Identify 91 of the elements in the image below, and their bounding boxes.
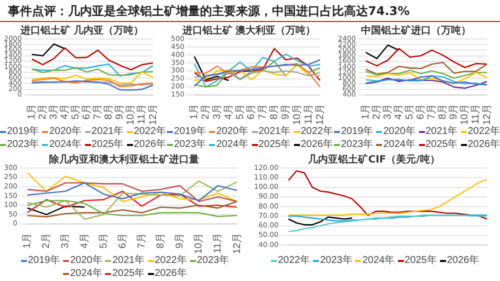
x-tick-label: 1月 [189, 104, 200, 120]
legend-label: 2020年 [383, 126, 416, 138]
legend-label: 2024年 [362, 255, 395, 267]
x-tick-label: 11月 [470, 104, 482, 124]
x-tick-label: 8月 [156, 232, 167, 248]
x-tick-label: 1月 [360, 104, 372, 120]
x-tick-label: 3月 [212, 104, 223, 120]
x-tick-label: 12月 [148, 104, 159, 125]
legend-label: 2022年 [134, 126, 166, 138]
legend-label: 2026年 [468, 139, 500, 151]
x-tick-label: 2月 [41, 232, 52, 248]
legend-label: 2024年 [383, 139, 416, 151]
x-tick-label: 11月 [136, 104, 148, 124]
legend-label: 2024年 [49, 139, 82, 151]
legend-label: 2022年 [154, 255, 187, 267]
legend-label: 2023年 [196, 255, 230, 267]
legend-label: 2022年 [300, 126, 333, 138]
legend-label: 2019年 [341, 126, 374, 138]
legend-label: 2024年 [70, 268, 102, 280]
legend-label: 2021年 [258, 126, 291, 138]
legend-label: 2026年 [446, 255, 480, 267]
x-tick-label: 5月 [70, 104, 82, 120]
legend-label: 2025年 [92, 139, 124, 151]
x-tick-label: 7月 [92, 104, 104, 120]
legend-label: 2021年 [112, 255, 145, 267]
x-tick-label: 2月 [38, 104, 49, 120]
x-tick-label: 8月 [438, 104, 449, 120]
x-tick-label: 5月 [98, 232, 110, 248]
x-tick-label: 9月 [280, 104, 292, 120]
x-tick-label: 10月 [126, 104, 137, 125]
legend-label: 2020年 [216, 126, 248, 138]
chart-title: 进口铝土矿 澳大利亚（万吨） [181, 24, 316, 37]
chart-title: 几内亚铝土矿CIF（美元/吨） [307, 154, 440, 166]
legend-label: 2024年 [216, 139, 248, 151]
x-tick-label: 4月 [60, 104, 71, 120]
legend-label: 2022年 [278, 255, 310, 267]
legend-label: 2023年 [341, 139, 374, 151]
x-tick-label: 8月 [269, 104, 280, 120]
legend-label: 2021年 [426, 126, 458, 138]
x-tick-label: 4月 [394, 104, 405, 120]
x-tick-label: 4月 [223, 104, 234, 120]
x-tick-label: 7月 [136, 232, 148, 248]
x-tick-label: 12月 [482, 104, 493, 125]
x-tick-label: 1月 [22, 232, 34, 248]
x-tick-label: 3月 [48, 104, 60, 120]
x-tick-label: 3月 [60, 232, 72, 248]
x-tick-label: 6月 [246, 104, 258, 120]
x-tick-label: 6月 [117, 232, 128, 248]
x-tick-label: 7月 [426, 104, 438, 120]
chart-title: 除几内亚和澳大利亚铝土矿进口量 [49, 154, 199, 166]
chart-title: 中国铝土矿进口（万吨） [361, 24, 471, 37]
x-tick-label: 2月 [200, 104, 212, 120]
x-tick-label: 2月 [372, 104, 383, 120]
x-tick-label: 6月 [416, 104, 427, 120]
x-tick-label: 10月 [460, 104, 471, 125]
x-tick-label: 4月 [79, 232, 90, 248]
x-tick-label: 9月 [174, 232, 186, 248]
legend-label: 2023年 [7, 139, 40, 151]
x-tick-label: 5月 [404, 104, 416, 120]
legend-label: 2025年 [404, 255, 437, 267]
chart-title: 进口铝土矿 几内亚（万吨） [19, 24, 144, 37]
x-tick-label: 1月 [26, 104, 38, 120]
legend-label: 2019年 [7, 126, 40, 138]
legend-label: 2025年 [258, 139, 291, 151]
legend-label: 2019年 [28, 255, 60, 267]
legend-label: 2026年 [300, 139, 333, 151]
x-tick-label: 11月 [303, 104, 314, 124]
x-tick-label: 9月 [448, 104, 460, 120]
legend-label: 2025年 [112, 268, 145, 280]
legend-label: 2022年 [468, 126, 500, 138]
legend-label: 2026年 [134, 139, 166, 151]
x-tick-label: 7月 [258, 104, 269, 120]
legend-label: 2020年 [49, 126, 82, 138]
legend-label: 2026年 [154, 268, 187, 280]
x-tick-label: 5月 [234, 104, 246, 120]
legend-label: 2019年 [174, 126, 206, 138]
legend-label: 2025年 [426, 139, 458, 151]
x-tick-label: 11月 [212, 232, 224, 254]
x-tick-label: 8月 [104, 104, 115, 120]
x-tick-label: 12月 [314, 104, 326, 125]
x-tick-label: 3月 [382, 104, 394, 120]
legend-label: 2023年 [320, 255, 352, 267]
text: 事件点评：几内亚是全球铝土矿增量的主要来源，中国进口占比高达74.3% [8, 3, 410, 20]
legend-label: 2020年 [70, 255, 102, 267]
x-tick-label: 9月 [114, 104, 126, 120]
legend-label: 2023年 [174, 139, 206, 151]
x-tick-label: 10月 [194, 232, 205, 254]
x-tick-label: 12月 [232, 232, 243, 254]
legend-label: 2021年 [92, 126, 124, 138]
x-tick-label: 10月 [292, 104, 303, 125]
x-tick-label: 6月 [82, 104, 93, 120]
